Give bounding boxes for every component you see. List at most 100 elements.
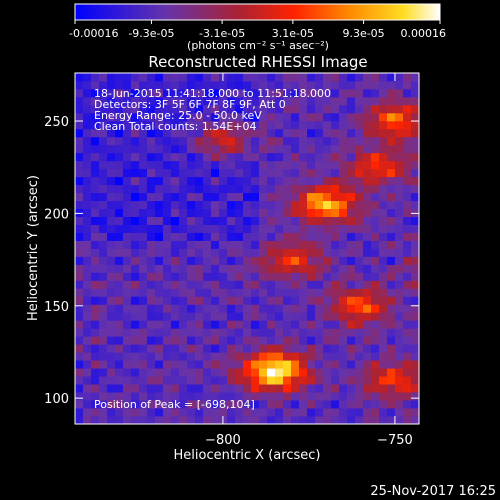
- heatmap-cell: [115, 280, 124, 289]
- colorbar-tick-label: 0.00016: [401, 27, 447, 40]
- heatmap-cell: [315, 192, 324, 202]
- heatmap-cell: [379, 136, 388, 146]
- heatmap-cell: [203, 408, 212, 417]
- heatmap-cell: [259, 128, 268, 138]
- heatmap-cell: [251, 184, 260, 194]
- y-tick-label: 200: [44, 207, 69, 222]
- heatmap-cell: [243, 376, 252, 385]
- heatmap-cell: [363, 344, 372, 353]
- heatmap-cell: [139, 168, 148, 178]
- heatmap-cell: [147, 296, 156, 305]
- heatmap-cell: [131, 168, 140, 178]
- heatmap-cell: [275, 112, 284, 122]
- heatmap-cell: [139, 272, 148, 281]
- heatmap-cell: [115, 360, 124, 369]
- heatmap-cell: [131, 392, 140, 401]
- heatmap-cell: [203, 224, 212, 233]
- heatmap-cell: [339, 168, 348, 178]
- heatmap-cell: [323, 296, 332, 305]
- heatmap-cell: [411, 112, 420, 122]
- heatmap-cell: [83, 384, 92, 393]
- heatmap-cell: [363, 176, 372, 186]
- heatmap-cell: [147, 272, 156, 281]
- heatmap-cell: [315, 88, 324, 98]
- heatmap-cell: [75, 312, 84, 321]
- heatmap-cell: [347, 112, 356, 122]
- heatmap-cell: [363, 312, 372, 321]
- heatmap-cell: [147, 216, 156, 225]
- heatmap-cell: [251, 144, 260, 154]
- heatmap-cell: [379, 400, 388, 409]
- heatmap-cell: [371, 144, 380, 154]
- heatmap-cell: [379, 368, 388, 377]
- heatmap-cell: [259, 328, 268, 337]
- heatmap-cell: [363, 264, 372, 273]
- heatmap-cell: [403, 240, 412, 249]
- heatmap-cell: [171, 272, 180, 281]
- heatmap-cell: [395, 73, 404, 82]
- heatmap-cell: [115, 288, 124, 297]
- heatmap-cell: [147, 176, 156, 186]
- heatmap-cell: [131, 360, 140, 369]
- heatmap-cell: [387, 88, 396, 98]
- heatmap-cell: [123, 168, 132, 178]
- heatmap-cell: [259, 304, 268, 313]
- heatmap-cell: [299, 144, 308, 154]
- heatmap-cell: [147, 120, 156, 130]
- heatmap-cell: [331, 368, 340, 377]
- heatmap-cell: [379, 160, 388, 170]
- heatmap-cell: [83, 232, 92, 241]
- heatmap-cell: [163, 264, 172, 273]
- heatmap-cell: [171, 264, 180, 273]
- heatmap-cell: [275, 144, 284, 154]
- heatmap-cell: [203, 328, 212, 337]
- heatmap-cell: [387, 73, 396, 82]
- heatmap-cell: [75, 304, 84, 313]
- heatmap-cell: [283, 376, 292, 385]
- heatmap-cell: [299, 208, 308, 217]
- heatmap-cell: [395, 352, 404, 361]
- heatmap-cell: [291, 408, 300, 417]
- heatmap-cell: [163, 360, 172, 369]
- heatmap-cell: [291, 416, 300, 425]
- heatmap-cell: [315, 368, 324, 377]
- heatmap-cell: [411, 304, 420, 313]
- heatmap-cell: [307, 320, 316, 329]
- heatmap-cell: [243, 256, 252, 265]
- heatmap-cell: [339, 88, 348, 98]
- heatmap-cell: [347, 240, 356, 249]
- heatmap-cell: [163, 392, 172, 401]
- heatmap-cell: [411, 73, 420, 82]
- heatmap-cell: [155, 248, 164, 257]
- heatmap-cell: [363, 288, 372, 297]
- heatmap-cell: [139, 376, 148, 385]
- heatmap-cell: [355, 288, 364, 297]
- heatmap-cell: [211, 240, 220, 249]
- heatmap-cell: [179, 216, 188, 225]
- heatmap-cell: [283, 240, 292, 249]
- heatmap-cell: [307, 360, 316, 369]
- heatmap-cell: [195, 192, 204, 202]
- heatmap-cell: [275, 208, 284, 217]
- heatmap-cell: [179, 200, 188, 210]
- heatmap-cell: [75, 400, 84, 409]
- heatmap-cell: [123, 344, 132, 353]
- heatmap-cell: [227, 400, 236, 409]
- heatmap-cell: [147, 128, 156, 138]
- heatmap-cell: [99, 96, 108, 106]
- heatmap-cell: [395, 152, 404, 162]
- heatmap-cell: [355, 216, 364, 225]
- heatmap-cell: [131, 272, 140, 281]
- heatmap-cell: [131, 216, 140, 225]
- heatmap-cell: [155, 128, 164, 138]
- heatmap-cell: [235, 384, 244, 393]
- heatmap-cell: [275, 248, 284, 257]
- heatmap-cell: [347, 256, 356, 265]
- heatmap-cell: [115, 416, 124, 425]
- heatmap-cell: [339, 192, 348, 202]
- heatmap-cell: [99, 384, 108, 393]
- heatmap-cell: [139, 416, 148, 425]
- heatmap-cell: [195, 160, 204, 170]
- colorbar-tick-label: -0.00016: [69, 27, 118, 40]
- heatmap-cell: [243, 80, 252, 90]
